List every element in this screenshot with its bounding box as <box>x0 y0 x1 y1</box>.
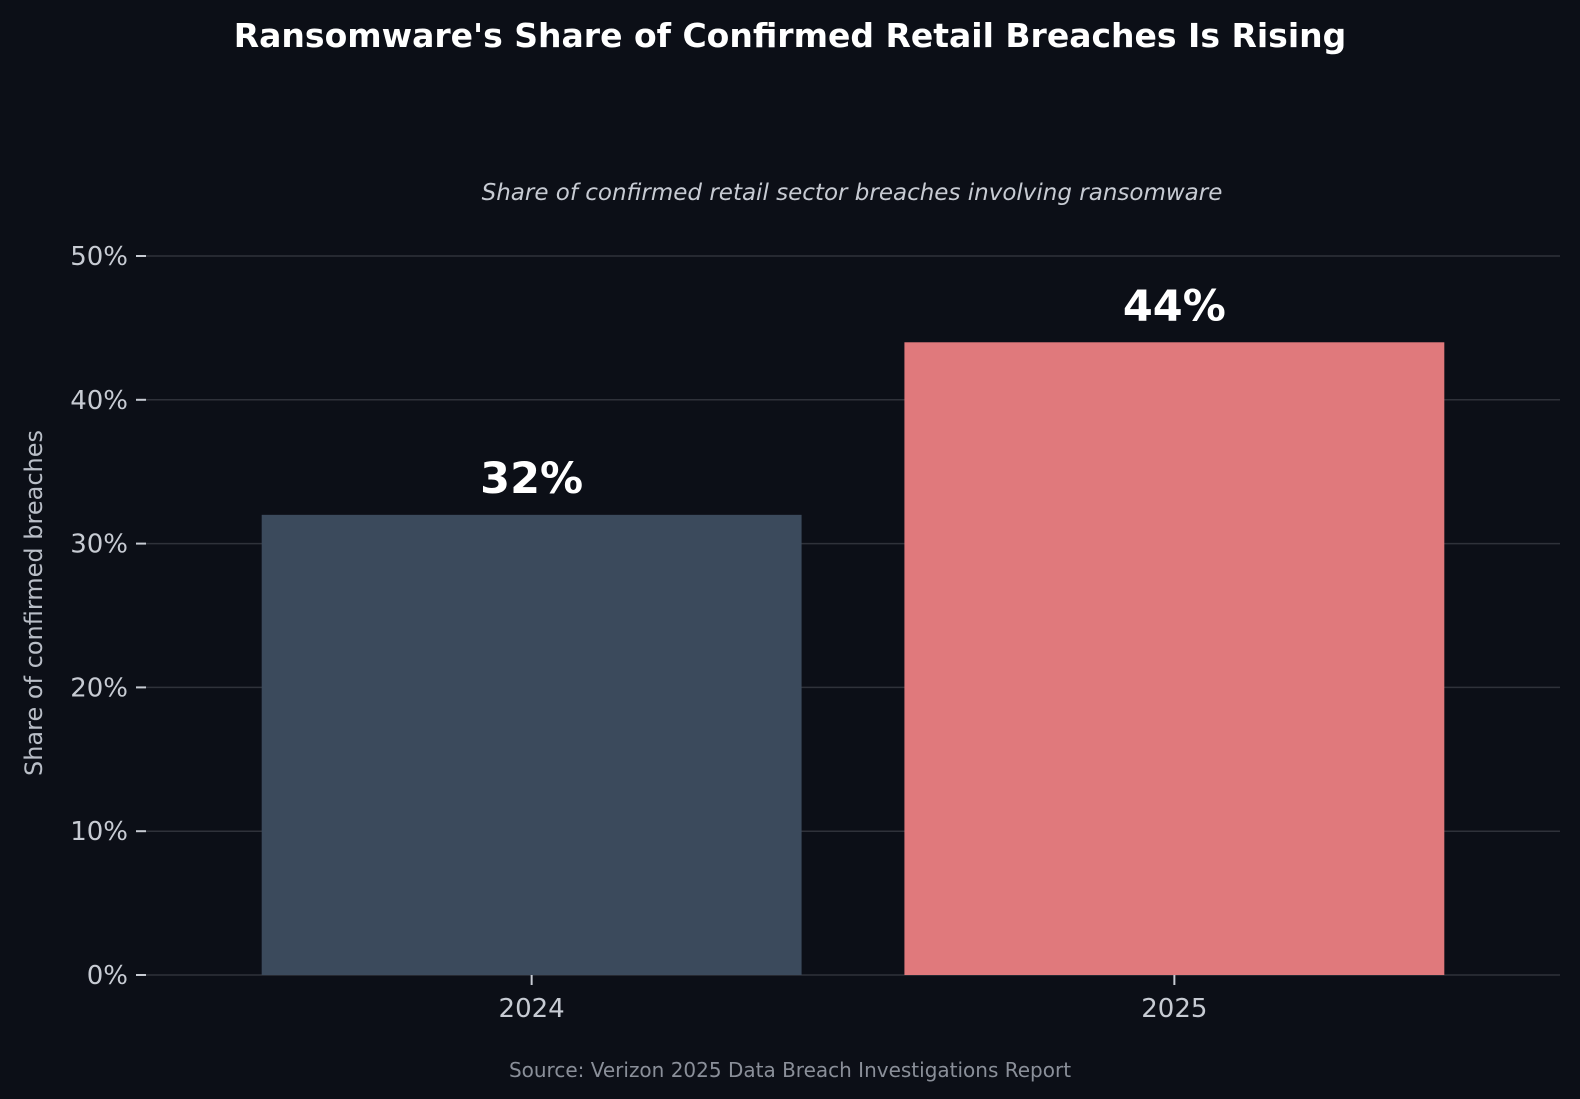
chart-subtitle: Share of confirmed retail sector breache… <box>482 180 1223 206</box>
source-note: Source: Verizon 2025 Data Breach Investi… <box>509 1058 1071 1082</box>
y-tick-label: 40% <box>70 386 128 416</box>
x-axis-ticks: 2024 2025 <box>499 975 1207 1024</box>
data-label: 32% <box>480 454 583 504</box>
bar-2024 <box>261 514 802 975</box>
y-tick-label: 50% <box>70 242 128 272</box>
bar-2025 <box>904 342 1445 975</box>
y-tick-label: 30% <box>70 530 128 560</box>
x-tick-label: 2025 <box>1141 994 1207 1024</box>
data-label: 44% <box>1123 281 1226 331</box>
chart-title: Ransomware's Share of Confirmed Retail B… <box>234 16 1347 55</box>
y-tick-label: 10% <box>70 817 128 847</box>
bars <box>261 342 1445 975</box>
data-labels: 32% 44% <box>480 281 1226 504</box>
y-axis-ticks: 0% 10% 20% 30% 40% 50% <box>70 242 146 991</box>
x-tick-label: 2024 <box>499 994 565 1024</box>
y-tick-label: 20% <box>70 673 128 703</box>
y-tick-label: 0% <box>87 961 128 991</box>
y-axis-label: Share of confirmed breaches <box>20 430 48 776</box>
